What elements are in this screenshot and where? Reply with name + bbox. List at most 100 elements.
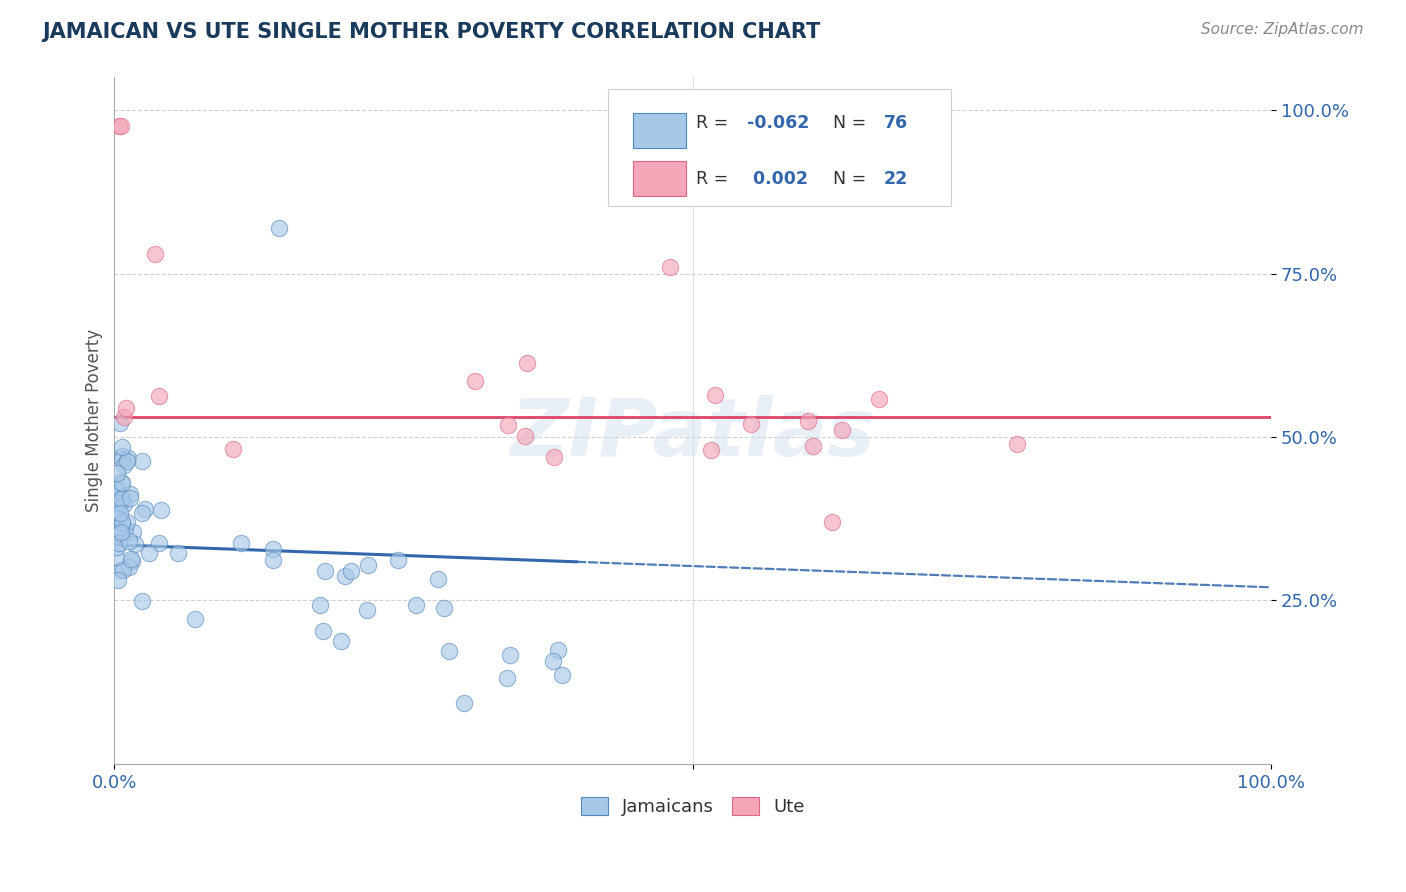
Text: 76: 76 — [883, 114, 908, 133]
Point — [115, 401, 138, 415]
Point — [112, 458, 135, 473]
Point — [107, 507, 129, 521]
Point — [314, 565, 336, 579]
Point — [111, 516, 134, 530]
FancyBboxPatch shape — [609, 89, 950, 206]
Point — [111, 451, 134, 466]
Point — [262, 553, 284, 567]
Point — [820, 515, 842, 529]
Point — [222, 442, 245, 457]
Point — [1005, 436, 1028, 450]
Point — [104, 527, 127, 541]
Point — [131, 506, 153, 520]
Point — [868, 392, 890, 406]
Text: 22: 22 — [883, 170, 908, 188]
Point — [110, 120, 132, 134]
Point — [131, 454, 153, 468]
Point — [262, 541, 284, 556]
Point — [105, 483, 128, 497]
Point — [122, 525, 145, 540]
Point — [267, 220, 290, 235]
Point — [110, 491, 132, 506]
Point — [148, 389, 170, 403]
Point — [120, 486, 142, 500]
Point — [104, 550, 127, 565]
FancyBboxPatch shape — [633, 161, 686, 196]
Point — [124, 537, 146, 551]
Point — [515, 429, 537, 443]
Point — [309, 599, 332, 613]
Point — [108, 416, 131, 430]
Point — [118, 534, 141, 549]
Point — [110, 440, 132, 454]
Text: R =: R = — [696, 114, 734, 133]
Point — [356, 603, 378, 617]
Point — [107, 520, 129, 534]
Point — [740, 417, 762, 431]
Point — [184, 612, 207, 626]
Text: ZIPatlas: ZIPatlas — [510, 395, 876, 474]
Point — [108, 526, 131, 541]
Point — [516, 356, 538, 370]
Point — [541, 654, 564, 668]
Point — [167, 546, 190, 560]
Point — [453, 696, 475, 710]
Point — [107, 573, 129, 587]
Text: JAMAICAN VS UTE SINGLE MOTHER POVERTY CORRELATION CHART: JAMAICAN VS UTE SINGLE MOTHER POVERTY CO… — [42, 22, 821, 42]
Point — [357, 558, 380, 572]
Point — [496, 671, 519, 685]
Point — [143, 247, 166, 261]
Point — [105, 540, 128, 554]
Point — [111, 490, 134, 504]
Point — [797, 413, 820, 427]
Point — [112, 563, 135, 577]
Point — [550, 667, 572, 681]
Point — [115, 453, 138, 467]
Text: Source: ZipAtlas.com: Source: ZipAtlas.com — [1201, 22, 1364, 37]
Point — [405, 598, 427, 612]
Point — [108, 120, 131, 134]
Point — [108, 506, 131, 520]
Point — [108, 536, 131, 550]
Point — [330, 633, 353, 648]
Y-axis label: Single Mother Poverty: Single Mother Poverty — [86, 329, 103, 512]
Point — [312, 624, 335, 638]
Point — [138, 546, 160, 560]
Point — [120, 552, 142, 566]
Point — [105, 467, 128, 481]
Point — [803, 439, 825, 453]
Text: -0.062: -0.062 — [747, 114, 810, 133]
Text: N =: N = — [832, 114, 872, 133]
Point — [700, 443, 723, 458]
Point — [499, 648, 522, 663]
Point — [148, 536, 170, 550]
Point — [131, 594, 153, 608]
Point — [112, 410, 135, 425]
Point — [340, 564, 363, 578]
Point — [658, 260, 681, 274]
Point — [104, 480, 127, 494]
Point — [543, 450, 565, 464]
Point — [111, 516, 134, 530]
Point — [118, 559, 141, 574]
Point — [831, 423, 853, 437]
Point — [333, 569, 356, 583]
Point — [104, 523, 127, 537]
Text: 0.002: 0.002 — [747, 170, 808, 188]
Point — [110, 475, 132, 489]
Text: R =: R = — [696, 170, 734, 188]
Point — [118, 491, 141, 505]
Point — [111, 450, 134, 464]
Point — [426, 572, 449, 586]
Point — [121, 553, 143, 567]
Point — [110, 524, 132, 539]
Legend: Jamaicans, Ute: Jamaicans, Ute — [574, 790, 813, 823]
Point — [110, 563, 132, 577]
Point — [105, 483, 128, 498]
Point — [439, 644, 461, 658]
Point — [107, 524, 129, 539]
Point — [229, 535, 252, 549]
FancyBboxPatch shape — [633, 112, 686, 147]
Point — [496, 417, 519, 432]
Point — [114, 522, 136, 536]
